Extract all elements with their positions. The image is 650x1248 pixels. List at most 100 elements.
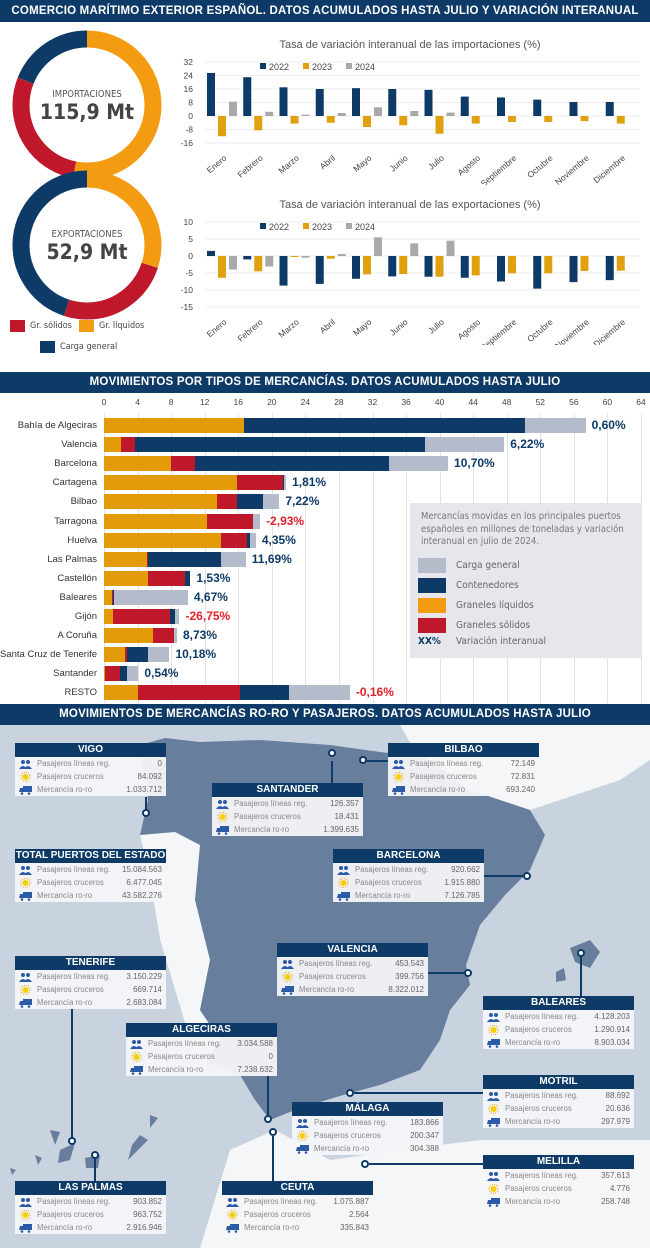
- port-box-row: Pasajeros cruceros 1.290.914: [483, 1023, 634, 1036]
- port-marker[interactable]: [328, 749, 336, 757]
- gridline: [305, 413, 307, 703]
- connector-line: [369, 1163, 483, 1165]
- row-value: 335.843: [340, 1223, 369, 1232]
- segment-Graneles líquidos: [104, 418, 245, 433]
- gridline: [338, 413, 340, 703]
- truck-icon: [487, 1117, 500, 1127]
- row-label: Pasajeros cruceros: [299, 972, 366, 981]
- port-box-row: Pasajeros cruceros 2.564: [222, 1208, 373, 1221]
- y-tick-label: 5: [188, 234, 193, 244]
- port-label: Tarragona: [54, 515, 97, 527]
- segment-Graneles sólidos: [236, 475, 283, 491]
- bar-2022-Mayo: [352, 88, 360, 116]
- variation-label: 1,81%: [292, 475, 327, 490]
- port-box-row: Pasajeros cruceros 84.092: [15, 770, 166, 783]
- port-marker[interactable]: [577, 949, 585, 957]
- row-value: 183.866: [410, 1118, 439, 1127]
- port-marker[interactable]: [68, 1137, 76, 1145]
- port-marker[interactable]: [361, 1160, 369, 1168]
- port-box-motril: MOTRIL Pasajeros líneas reg. 88.692 Pasajer…: [483, 1075, 634, 1128]
- bar-Tarragona: [104, 513, 261, 529]
- sun-icon: [19, 771, 32, 782]
- bar-2023-Junio: [399, 256, 408, 275]
- port-box-row: Pasajeros cruceros 963.752: [15, 1208, 166, 1221]
- row-label: Mercancía ro-ro: [505, 1197, 561, 1206]
- bar-2022-Junio: [388, 256, 397, 277]
- y-tick-label: -15: [181, 302, 194, 312]
- bar-2023-Septiembre: [508, 256, 516, 274]
- bar-2024-Julio: [446, 112, 455, 116]
- port-box-row: Mercancía ro-ro 2.916.946: [15, 1221, 166, 1234]
- variation-label: 4,35%: [261, 532, 296, 547]
- port-label: Bahía de Algeciras: [17, 420, 97, 431]
- port-marker[interactable]: [346, 1089, 354, 1097]
- port-marker[interactable]: [269, 1128, 277, 1136]
- connector-line: [367, 760, 388, 762]
- port-box-title: MOTRIL: [483, 1075, 634, 1089]
- segment-Carga general: [262, 494, 280, 510]
- row-value: 1.033.712: [126, 785, 162, 794]
- row-value: 693.240: [506, 785, 535, 794]
- row-value: 72.831: [510, 772, 535, 781]
- port-marker[interactable]: [264, 1115, 272, 1123]
- x-tick-label: 32: [367, 397, 378, 407]
- bar-2023-Diciembre: [616, 256, 625, 271]
- x-tick-label: Octubre: [525, 153, 555, 180]
- port-box-title: TOTAL PUERTOS DEL ESTADO: [15, 849, 166, 863]
- port-box-row: Pasajeros cruceros 399.756: [277, 970, 428, 983]
- x-tick-label: 24: [300, 397, 311, 407]
- segment-Graneles líquidos: [104, 437, 121, 453]
- x-tick-label: Junio: [388, 153, 410, 174]
- row-label: Pasajeros cruceros: [505, 1025, 572, 1034]
- port-marker[interactable]: [523, 872, 531, 880]
- sun-icon: [130, 1051, 143, 1062]
- row-label: Pasajeros líneas reg.: [355, 865, 429, 874]
- bar-2023-Octubre: [544, 116, 553, 122]
- y-tick-label: 24: [184, 71, 194, 81]
- bar-2024-Julio: [446, 240, 455, 256]
- port-box-title: MELILLA: [483, 1155, 634, 1169]
- bar-2024-Mayo: [374, 107, 382, 116]
- x-tick-label: 28: [334, 397, 344, 407]
- gridline: [372, 413, 374, 703]
- bar-2022-Marzo: [279, 256, 288, 286]
- bar-2023-Noviembre: [580, 256, 589, 271]
- row-value: 297.979: [601, 1117, 630, 1126]
- port-box-barcelona: BARCELONA Pasajeros líneas reg. 920.662 Pas…: [333, 849, 484, 902]
- segment-Carga general: [252, 513, 261, 529]
- port-marker[interactable]: [91, 1151, 99, 1159]
- port-box-row: Mercancía ro-ro 7.126.785: [333, 889, 484, 902]
- row-label: Pasajeros cruceros: [314, 1131, 381, 1140]
- x-tick-label: Noviembre: [553, 317, 591, 345]
- gridline: [271, 413, 273, 703]
- row-value: 453.543: [395, 959, 424, 968]
- bar-2023-Julio: [435, 256, 444, 277]
- segment-Graneles sólidos: [120, 437, 136, 453]
- segment-Graneles líquidos: [104, 647, 125, 663]
- segment-Graneles líquidos: [104, 666, 105, 682]
- port-box-row: Pasajeros cruceros 0: [126, 1050, 277, 1063]
- row-label: Pasajeros líneas reg.: [314, 1118, 388, 1127]
- port-box-title: LAS PALMAS: [15, 1181, 166, 1195]
- port-marker[interactable]: [464, 969, 472, 977]
- bar-2023-Abril: [326, 116, 335, 123]
- legend-swatch: [40, 341, 55, 353]
- port-marker[interactable]: [359, 756, 367, 764]
- legend-swatch-2023: [303, 223, 309, 229]
- legend-label-2024: 2024: [355, 222, 375, 232]
- row-label: Pasajeros líneas reg.: [37, 1197, 111, 1206]
- row-value: 1.075.887: [333, 1197, 369, 1206]
- port-marker[interactable]: [142, 809, 150, 817]
- row-value: 3.150.229: [126, 972, 162, 981]
- port-box-ceuta: CEUTA Pasajeros líneas reg. 1.075.887 Pasaj…: [222, 1181, 373, 1234]
- imports-value: 115,9 Mt: [39, 100, 135, 124]
- bar-2022-Noviembre: [569, 101, 578, 116]
- segment-Graneles sólidos: [221, 532, 247, 548]
- port-box-algeciras: ALGECIRAS Pasajeros líneas reg. 3.034.588 P…: [126, 1023, 277, 1076]
- row-label: Pasajeros cruceros: [410, 772, 477, 781]
- row-value: 920.662: [451, 865, 480, 874]
- y-tick-label: 0: [188, 111, 193, 121]
- legend-variacion: XX% Variación interanual: [418, 636, 546, 647]
- legend-swatch-2024: [346, 63, 352, 69]
- exports-title: EXPORTACIONES: [51, 229, 123, 240]
